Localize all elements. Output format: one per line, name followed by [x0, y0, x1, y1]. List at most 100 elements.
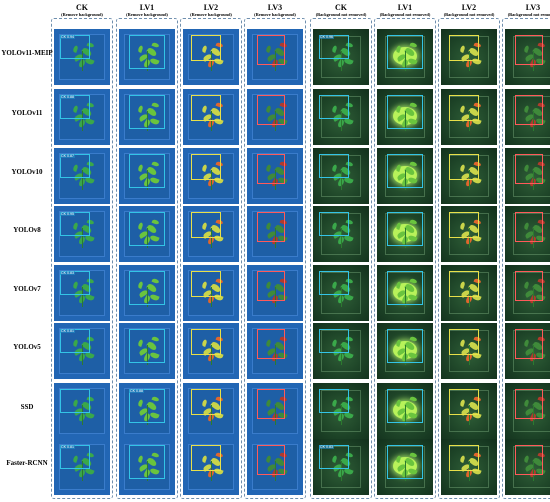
plant-stem — [275, 228, 276, 248]
bounding-box — [129, 154, 165, 188]
bounding-box — [60, 212, 90, 236]
column-header: LV2 (Remove background) — [179, 3, 243, 17]
column-header: CK (Remove background) — [50, 3, 114, 17]
bounding-box — [60, 389, 90, 413]
detection-label: CK 0.87 — [60, 154, 75, 158]
row-label: YOLOv7 — [13, 285, 41, 293]
plant-tray — [188, 34, 234, 80]
plant-stem — [341, 51, 342, 71]
bounding-box — [449, 389, 479, 415]
plant-tray — [385, 330, 425, 372]
bounding-box — [319, 329, 349, 353]
plant-tray — [385, 446, 425, 488]
plant-tray — [513, 272, 550, 314]
bounding-box — [515, 389, 543, 419]
bounding-box — [257, 212, 285, 242]
column-group-border — [244, 18, 306, 499]
row-label: YOLOv11-MEIP — [1, 49, 53, 57]
detection-image — [119, 89, 175, 145]
detection-image — [441, 265, 497, 321]
plant-stem — [275, 170, 276, 190]
detection-image — [119, 206, 175, 262]
bounding-box — [387, 212, 423, 246]
plant-tray — [321, 155, 361, 197]
detection-image — [247, 265, 303, 321]
plant-stem — [469, 461, 470, 481]
bounding-box — [515, 95, 543, 125]
plant-stem — [533, 51, 534, 71]
detection-image — [505, 439, 550, 495]
plant-stem — [211, 405, 212, 425]
detection-image — [377, 148, 433, 204]
column-header: LV3 (Remove background) — [243, 3, 307, 17]
bounding-box — [257, 271, 285, 301]
plant-stem — [211, 287, 212, 307]
plant-stem — [469, 51, 470, 71]
bounding-box — [449, 95, 479, 121]
detection-image: CK 0.87 — [54, 148, 110, 204]
detection-image — [377, 323, 433, 379]
column-title: LV1 — [397, 3, 413, 12]
plant-stem — [211, 170, 212, 190]
plant-tray — [513, 96, 550, 138]
detection-label: CK 0.81 — [60, 329, 75, 333]
plant-tray — [513, 330, 550, 372]
detection-image — [183, 206, 239, 262]
column-group-border — [502, 18, 550, 499]
plant-stem — [82, 345, 83, 365]
detection-image — [377, 89, 433, 145]
bounding-box — [319, 35, 349, 59]
column-title: LV2 — [461, 3, 477, 12]
detection-image — [247, 439, 303, 495]
detection-image — [119, 323, 175, 379]
plant-stem — [147, 228, 148, 248]
plant-stem — [147, 461, 148, 481]
detection-image — [247, 148, 303, 204]
detection-image — [505, 323, 550, 379]
bounding-box — [449, 271, 479, 297]
bounding-box — [387, 389, 423, 423]
detection-image — [247, 323, 303, 379]
detection-image — [441, 206, 497, 262]
plant-stem — [147, 170, 148, 190]
plant-stem — [147, 111, 148, 131]
detection-image: CK 0.94 — [54, 29, 110, 85]
plant-tray — [321, 272, 361, 314]
column-header: LV1 (Background not removed) — [373, 3, 437, 17]
bounding-box — [319, 445, 349, 469]
plant-stem — [405, 111, 406, 131]
column-group-border — [180, 18, 242, 499]
plant-stem — [405, 228, 406, 248]
bounding-box — [191, 271, 221, 297]
bounding-box — [515, 154, 543, 184]
bounding-box — [449, 212, 479, 238]
plant-stem — [405, 170, 406, 190]
column-header: CK (Background not removed) — [309, 3, 373, 17]
detection-label: CK 0.88 — [60, 95, 75, 99]
bounding-box — [387, 154, 423, 188]
detection-image — [441, 439, 497, 495]
detection-image: CK 0.83 — [54, 265, 110, 321]
plant-stem — [211, 111, 212, 131]
plant-tray — [59, 388, 105, 434]
plant-tray — [385, 96, 425, 138]
bounding-box — [60, 35, 90, 59]
plant-stem — [533, 405, 534, 425]
plant-stem — [533, 461, 534, 481]
detection-image — [377, 439, 433, 495]
plant-stem — [82, 170, 83, 190]
plant-stem — [275, 405, 276, 425]
plant-stem — [341, 111, 342, 131]
column-title: LV3 — [267, 3, 283, 12]
bounding-box — [60, 271, 90, 295]
bounding-box — [129, 212, 165, 246]
detection-image — [183, 323, 239, 379]
detection-image — [183, 383, 239, 439]
detection-image: CK 0.95 — [54, 206, 110, 262]
detection-image — [183, 29, 239, 85]
plant-stem — [147, 287, 148, 307]
plant-tray — [321, 446, 361, 488]
bounding-box — [129, 329, 165, 363]
bounding-box — [319, 271, 349, 295]
plant-tray — [188, 211, 234, 257]
